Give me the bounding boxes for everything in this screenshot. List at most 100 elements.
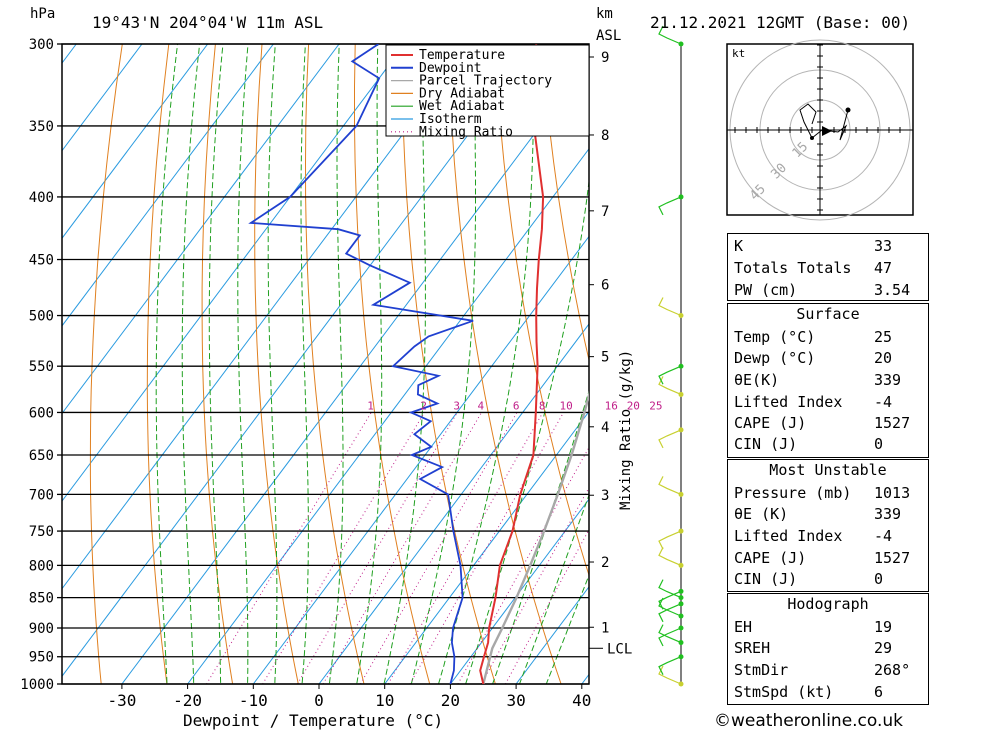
storm-motion-marker: [822, 126, 832, 136]
km-label: 7: [601, 204, 609, 220]
most-unstable-table: Most Unstable Pressure (mb) 1013 θE (K) 33…: [727, 459, 929, 592]
wet-adiabat-line: [492, 389, 589, 684]
wind-point: [678, 625, 684, 631]
temperature-line: [479, 44, 545, 684]
mixing-ratio-line: [206, 412, 372, 684]
dry-adiabat-line: [447, 44, 562, 684]
wind-barb: [658, 376, 682, 395]
mixing-ratio-label: 4: [478, 399, 485, 412]
wet-adiabat-line: [237, 44, 249, 684]
temp-tick-label: -30: [107, 691, 136, 710]
datetime: 21.12.2021 12GMT (Base: 00): [650, 13, 910, 32]
dry-adiabat-line: [89, 44, 123, 684]
mixing-ratio-label: 8: [539, 399, 546, 412]
pressure-label: 1000: [20, 677, 54, 693]
surface-table: Surface Temp (°C) 25 Dewp (°C) 20 θE(K) 339…: [727, 303, 929, 458]
index-row-totals: Totals Totals 47: [734, 259, 893, 277]
wind-barb: [658, 656, 682, 675]
wind-barb: [658, 25, 682, 45]
wind-point: [678, 427, 684, 433]
hodograph-unit: kt: [732, 47, 745, 60]
dry-adiabat-line: [146, 44, 170, 684]
temp-tick-label: -10: [239, 691, 268, 710]
legend-label: Wet Adiabat: [419, 99, 505, 114]
wet-adiabat-line: [383, 44, 426, 684]
wind-barb: [658, 624, 682, 644]
dry-adiabat-line: [354, 44, 431, 684]
wet-adiabat-line: [410, 44, 476, 684]
mixing-ratio-axis-title: Mixing Ratio (g/kg): [618, 350, 634, 510]
wind-point: [678, 491, 684, 497]
wind-barb: [658, 627, 682, 647]
wind-barb: [658, 297, 682, 317]
isotherm-line: [384, 410, 589, 684]
hodograph-title: Hodograph: [787, 595, 869, 613]
credit[interactable]: ©weatheronline.co.uk: [714, 711, 904, 731]
wind-point: [678, 391, 684, 397]
mixing-ratio-label: 16: [605, 399, 618, 412]
isotherm-line: [121, 60, 589, 684]
location-title: 19°43'N 204°04'W 11m ASL: [92, 13, 323, 32]
pressure-label: 600: [29, 405, 54, 421]
dry-adiabat-line: [494, 44, 589, 577]
legend-label: Dewpoint: [419, 61, 482, 76]
wind-point: [678, 313, 684, 319]
pressure-label: 850: [29, 591, 54, 607]
hodograph-point: [810, 136, 814, 140]
wind-barb: [658, 365, 682, 385]
pressure-label: 550: [29, 359, 54, 375]
mixing-ratio-label: 3: [453, 399, 460, 412]
mixing-ratio-label: 25: [649, 399, 662, 412]
wind-barb: [658, 665, 682, 685]
mixing-ratio-label: 2: [420, 399, 427, 412]
wind-column: [658, 25, 684, 687]
wind-barb: [658, 590, 682, 610]
temp-tick-label: 0: [314, 691, 324, 710]
parcel-trajectory-line: [482, 390, 589, 684]
wind-point: [678, 595, 684, 601]
x-axis-title: Dewpoint / Temperature (°C): [183, 711, 443, 730]
wind-barb: [658, 196, 682, 216]
isotherm-line: [252, 235, 589, 684]
km-label: 3: [601, 488, 609, 504]
legend-label: Mixing Ratio: [419, 125, 513, 140]
profiles: [248, 44, 589, 684]
index-row-pw: PW (cm) 3.54: [734, 281, 911, 299]
wind-barb: [658, 579, 682, 599]
wet-adiabat-line: [465, 177, 589, 684]
most-unstable-title: Most Unstable: [769, 461, 887, 479]
temp-tick-label: -20: [173, 691, 202, 710]
dry-adiabat-line: [201, 44, 234, 684]
km-label: 9: [601, 50, 609, 66]
wind-barb: [658, 429, 682, 449]
dry-adiabat-line: [254, 44, 299, 684]
pressure-label: 350: [29, 119, 54, 135]
temp-tick-label: 20: [441, 691, 460, 710]
isotherm-line: [318, 323, 589, 684]
hpa-label: hPa: [30, 6, 55, 22]
km-label: 6: [601, 278, 609, 294]
km-label: 4: [601, 420, 609, 436]
wind-point: [678, 528, 684, 534]
wet-adiabat-line: [356, 44, 383, 684]
mixing-ratio-label: 10: [560, 399, 573, 412]
index-row-k: K 33: [734, 237, 893, 255]
wind-barb: [658, 476, 682, 495]
wet-adiabat-line: [437, 44, 535, 684]
isotherm-line: [62, 44, 340, 415]
indices-table: K 33 Totals Totals 47 PW (cm) 3.54: [727, 233, 929, 301]
pressure-label: 450: [29, 253, 54, 269]
legend-label: Parcel Trajectory: [419, 74, 552, 89]
dry-adiabat-line: [304, 44, 365, 684]
lcl-label: LCL: [607, 641, 632, 657]
legend-label: Dry Adiabat: [419, 86, 505, 101]
wet-adiabat-line: [208, 44, 224, 684]
pressure-label: 900: [29, 621, 54, 637]
pressure-label: 700: [29, 487, 54, 503]
km-label: 1: [601, 620, 609, 636]
surface-title: Surface: [796, 305, 860, 323]
dry-adiabat-line: [541, 44, 589, 363]
